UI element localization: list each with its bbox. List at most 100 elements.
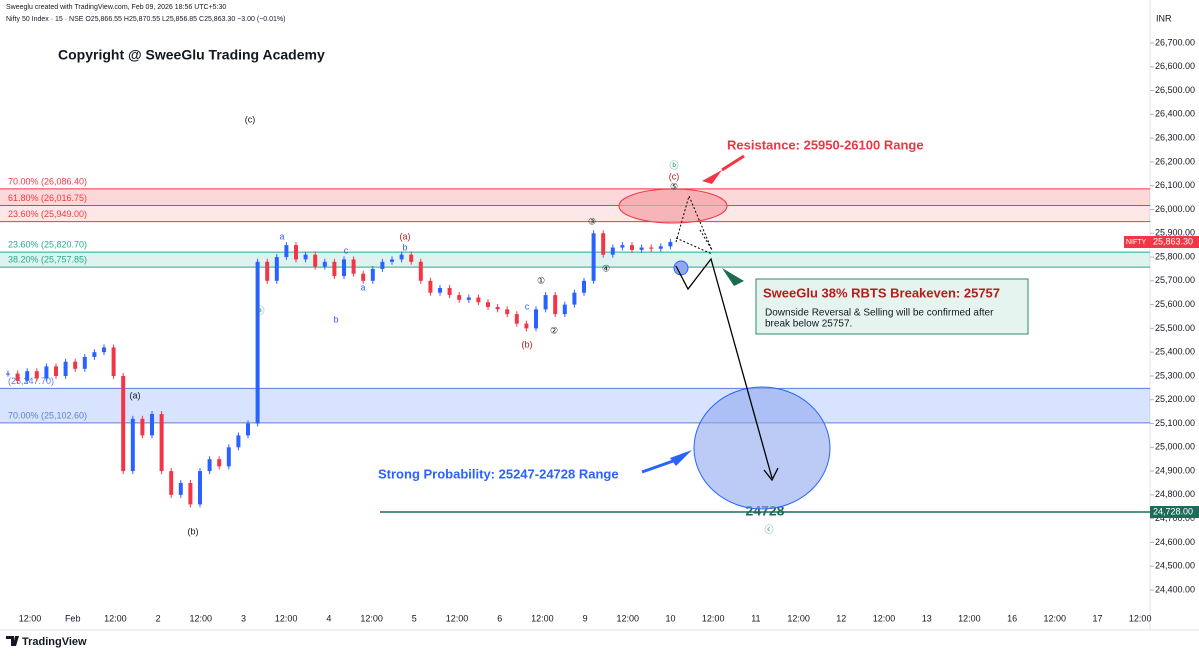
x-tick-label: 12:00 [873,613,896,623]
candle-body [553,295,558,315]
candle-body [466,297,471,300]
probability-circle [693,386,831,510]
candle-body [284,245,289,258]
last-price-name: NIFTY [1126,239,1147,246]
candle-body [514,314,519,324]
x-tick-label: 12:00 [190,613,213,623]
candle-body [639,247,644,250]
header: Sweeglu created with TradingView.com, Fe… [6,4,226,11]
candle-body [121,375,126,472]
wave-label: (a) [400,231,411,241]
y-tick-label: 25,800.00 [1155,251,1195,261]
wave-label: (b) [522,339,533,349]
wave-label: c [344,245,349,255]
x-tick-label: 9 [583,613,588,623]
candle-body [25,371,30,381]
x-tick-label: 12:00 [104,613,127,623]
resistance-arrow [702,170,722,184]
wave-label: c [525,301,530,311]
y-tick-label: 25,300.00 [1155,370,1195,380]
wave-label: b [333,314,338,324]
candle-body [457,295,462,300]
candle-body [361,273,366,281]
level-label: 70.00% (25,102.60) [8,410,87,420]
candle-body [428,280,433,293]
candle-body [630,245,634,250]
y-tick-label: 24,900.00 [1155,465,1195,475]
candle-body [92,352,97,357]
candle-body [188,482,193,505]
candle-body [543,295,548,310]
x-tick-label: 12:00 [360,613,383,623]
y-tick-label: 26,100.00 [1155,180,1195,190]
x-tick-label: 2 [156,613,161,623]
candle-body [447,287,452,296]
x-tick-label: 12:00 [446,613,469,623]
level-label: 38.20% (25,757.85) [8,254,87,264]
zone [0,388,1150,423]
candle-body [236,435,241,448]
y-tick-label: 25,100.00 [1155,418,1195,428]
candle-body [15,373,20,381]
candle-body [495,306,500,310]
last-price-name-tag [1124,235,1150,248]
y-tick-label: 24,400.00 [1155,584,1195,594]
candle-body [476,297,481,303]
candle-body [198,471,202,505]
wave-label: a [360,282,365,292]
brand-logo [6,636,19,646]
breakeven-dot [673,260,689,276]
candle-body [399,254,404,260]
candle-body [102,347,106,353]
x-tick-label: 12 [836,613,846,623]
breakeven-note: break below 25757. [765,319,852,330]
x-tick-label: 12:00 [19,613,42,623]
candle-body [658,246,663,249]
candle-body [524,323,529,329]
candle-body [140,418,145,436]
y-tick-label: 25,600.00 [1155,299,1195,309]
arrow-head [763,467,779,482]
candle-body [562,304,567,315]
zone [0,188,1150,206]
y-tick-label: 24,800.00 [1155,489,1195,499]
level-label: 61.80% (26,016.75) [8,193,87,203]
y-tick-label: 25,500.00 [1155,323,1195,333]
candle-body [438,287,442,293]
x-tick-label: 12:00 [702,613,725,623]
candle-body [111,347,116,376]
wave-label: ② [550,325,558,335]
projection-path [675,257,773,479]
x-tick-label: Feb [65,613,81,623]
breakeven-arrow [722,268,744,286]
candle-body [178,482,183,495]
breakeven-label: SweeGlu 38% RBTS Breakeven: 25757 [763,285,1000,300]
x-tick-label: 12:00 [617,613,640,623]
candle-body [274,257,279,281]
y-tick-label: 26,200.00 [1155,156,1195,166]
candle-body [409,254,414,262]
x-tick-label: 5 [412,613,417,623]
axes: 26,700.00 26,600.00 26,500.00 26,400.00 26,3… [19,37,1199,623]
y-tick-label: 25,400.00 [1155,347,1195,357]
candle-body [572,292,577,305]
wave-label: ⓐ [255,305,264,315]
level-label: 23.60% (25,820.70) [8,239,87,249]
candle-body [159,414,164,472]
wave-label: ⓑ [669,160,678,170]
y-tick-label: 24,600.00 [1155,537,1195,547]
zone [0,252,1150,268]
y-tick-label: 25,000.00 [1155,442,1195,452]
last-price-tag [1150,235,1199,248]
wave-label: (a) [130,390,141,400]
wave-label: ④ [602,263,610,273]
probability-label: Strong Probability: 25247-24728 Range [378,466,619,481]
candle-body [591,233,596,281]
candle-body [63,361,68,376]
target-tag [1150,505,1199,518]
candle-body [620,245,625,248]
candle-body [390,259,394,262]
candle-body [303,254,308,260]
wave-label: ① [537,275,545,285]
target-tag-label: 24,728.00 [1153,506,1193,516]
